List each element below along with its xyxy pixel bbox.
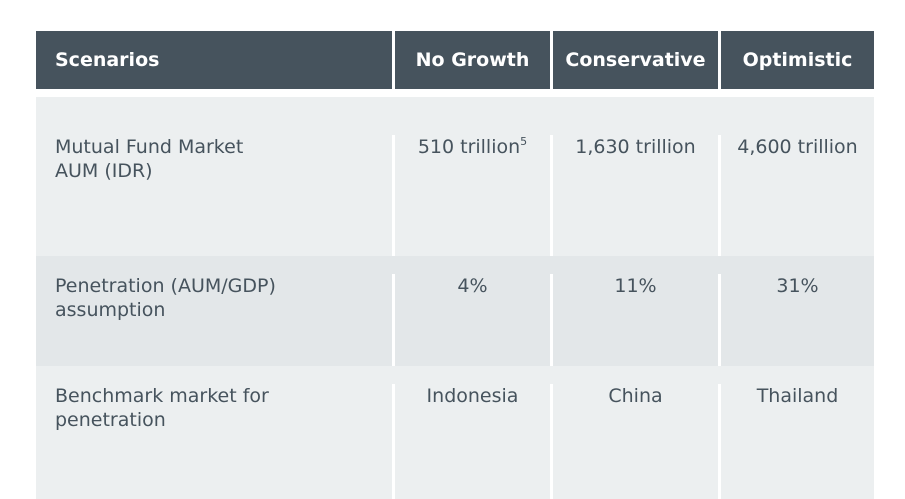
row-label: Penetration (AUM/GDP) assumption — [36, 274, 395, 366]
cell-no-growth: Indonesia — [395, 384, 553, 499]
cell-no-growth: 510 trillion5 — [395, 135, 553, 256]
table-header: Scenarios No Growth Conservative Optimis… — [36, 31, 874, 89]
cell-optimistic: Thailand — [756, 385, 839, 407]
cell-conservative: China — [553, 384, 721, 499]
table-row: Mutual Fund Market AUM (IDR) 510 trillion… — [36, 97, 874, 256]
header-optimistic: Optimistic — [742, 49, 853, 71]
table-row: Penetration (AUM/GDP) assumption 4% 11% 3… — [36, 256, 874, 366]
cell-conservative: 1,630 trillion — [553, 135, 721, 256]
scenarios-table: Scenarios No Growth Conservative Optimis… — [36, 31, 874, 499]
row-label-line: Benchmark market for — [55, 385, 269, 407]
row-label-line: Penetration (AUM/GDP) — [55, 275, 276, 297]
row-label-line: AUM (IDR) — [55, 160, 153, 182]
table-row: Benchmark market for penetration Indonesi… — [36, 366, 874, 499]
cell-conservative: 11% — [553, 274, 721, 366]
row-label-line: Mutual Fund Market — [55, 136, 244, 158]
header-no-growth: No Growth — [395, 31, 553, 89]
row-label-line: assumption — [55, 299, 166, 321]
row-label: Benchmark market for penetration — [36, 384, 395, 499]
cell-optimistic: 4,600 trillion — [737, 136, 858, 158]
footnote-marker: 5 — [520, 135, 528, 148]
row-label-line: penetration — [55, 409, 166, 431]
cell-no-growth: 4% — [395, 274, 553, 366]
cell-optimistic: 31% — [776, 275, 819, 297]
row-label: Mutual Fund Market AUM (IDR) — [36, 135, 395, 256]
cell-value: 510 trillion — [417, 136, 521, 158]
header-conservative: Conservative — [553, 31, 721, 89]
header-scenarios: Scenarios — [36, 31, 395, 89]
